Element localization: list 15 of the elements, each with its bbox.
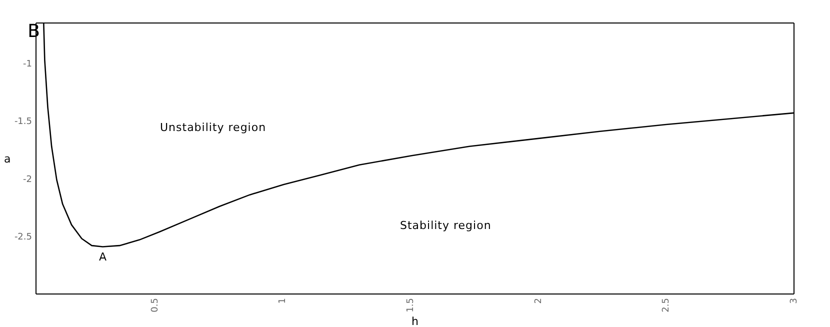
x-tick-label: 1.5 xyxy=(406,298,416,312)
y-tick-label: -2.5 xyxy=(14,232,32,243)
x-tick-label: 2 xyxy=(534,298,544,304)
annotation: Unstability region xyxy=(160,121,266,134)
x-axis-title: h xyxy=(412,315,419,327)
y-tick-label: -1 xyxy=(23,60,32,70)
y-axis-title: a xyxy=(4,152,11,166)
x-tick-label: 3 xyxy=(789,298,800,304)
x-tick-label: 1 xyxy=(278,298,288,304)
annotation: Stability region xyxy=(400,219,492,232)
y-tick-label: -2 xyxy=(23,174,32,185)
x-tick-label: 2.5 xyxy=(662,298,672,312)
annotation: A xyxy=(98,250,107,264)
y-tick-label: -1.5 xyxy=(14,117,32,128)
x-tick-label: 0.5 xyxy=(150,298,160,312)
